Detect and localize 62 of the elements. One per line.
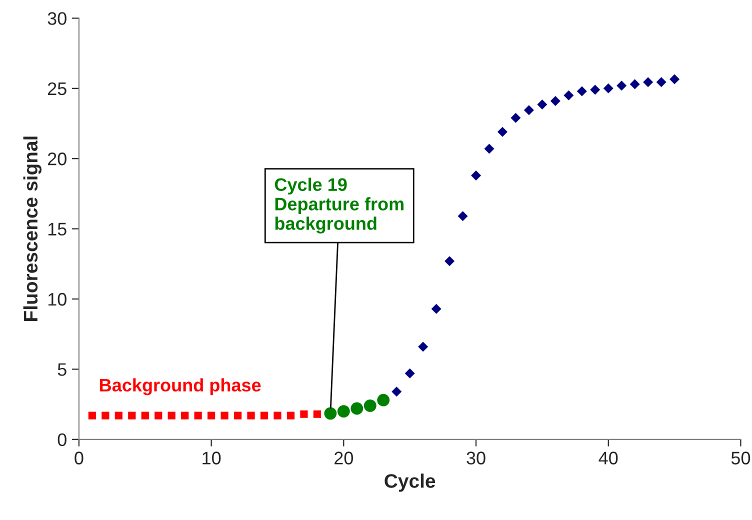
annotation: Cycle 19 Departure from background: [274, 178, 404, 234]
point: [497, 126, 508, 137]
point: [630, 79, 640, 90]
x-tick-label: 30: [466, 452, 486, 464]
point: [337, 405, 350, 418]
point: [524, 105, 534, 116]
point: [274, 412, 282, 420]
point: [603, 83, 614, 94]
point: [300, 410, 308, 418]
y-tick-label: 0: [58, 433, 66, 446]
point: [324, 407, 337, 420]
y-tick-label: 10: [48, 292, 66, 306]
point: [181, 412, 189, 420]
annotation: Background phase: [100, 378, 261, 396]
point: [350, 402, 364, 415]
point: [194, 412, 202, 420]
point: [260, 412, 268, 420]
point: [616, 80, 627, 91]
point: [114, 412, 122, 420]
point: [444, 256, 455, 266]
y-tick-label: 5: [58, 363, 66, 376]
y-tick-label: 25: [48, 82, 66, 96]
x-axis-title: Cycle: [384, 474, 436, 492]
point: [404, 368, 415, 378]
point: [670, 74, 680, 84]
point: [471, 170, 482, 180]
x-tick-label: 50: [731, 452, 750, 464]
point: [458, 211, 468, 222]
point: [484, 144, 494, 154]
point: [286, 412, 295, 420]
y-tick-label: 30: [48, 12, 66, 25]
x-tick-label: 40: [598, 452, 618, 464]
point: [88, 412, 96, 420]
point: [510, 112, 521, 123]
point: [564, 90, 574, 100]
point: [128, 412, 136, 420]
point: [247, 412, 255, 420]
point: [392, 386, 402, 397]
point: [313, 410, 321, 418]
point: [154, 412, 162, 420]
x-tick-label: 20: [334, 452, 353, 464]
point: [656, 77, 666, 88]
point: [234, 412, 242, 420]
y-tick-label: 20: [48, 152, 66, 166]
y-tick-label: 15: [48, 222, 66, 236]
point: [431, 304, 442, 314]
point: [208, 412, 216, 420]
point: [102, 412, 110, 420]
x-tick-label: 10: [202, 452, 221, 464]
point: [576, 86, 587, 96]
x-tick-label: 0: [74, 452, 84, 464]
point: [220, 412, 228, 420]
point: [364, 399, 376, 412]
point: [377, 394, 390, 406]
point: [643, 77, 654, 88]
point: [418, 342, 428, 352]
point: [537, 100, 548, 110]
point: [550, 96, 560, 106]
point: [141, 412, 149, 420]
point: [590, 84, 600, 95]
point: [168, 412, 176, 420]
y-axis-title: Fluorescence signal: [23, 136, 42, 321]
